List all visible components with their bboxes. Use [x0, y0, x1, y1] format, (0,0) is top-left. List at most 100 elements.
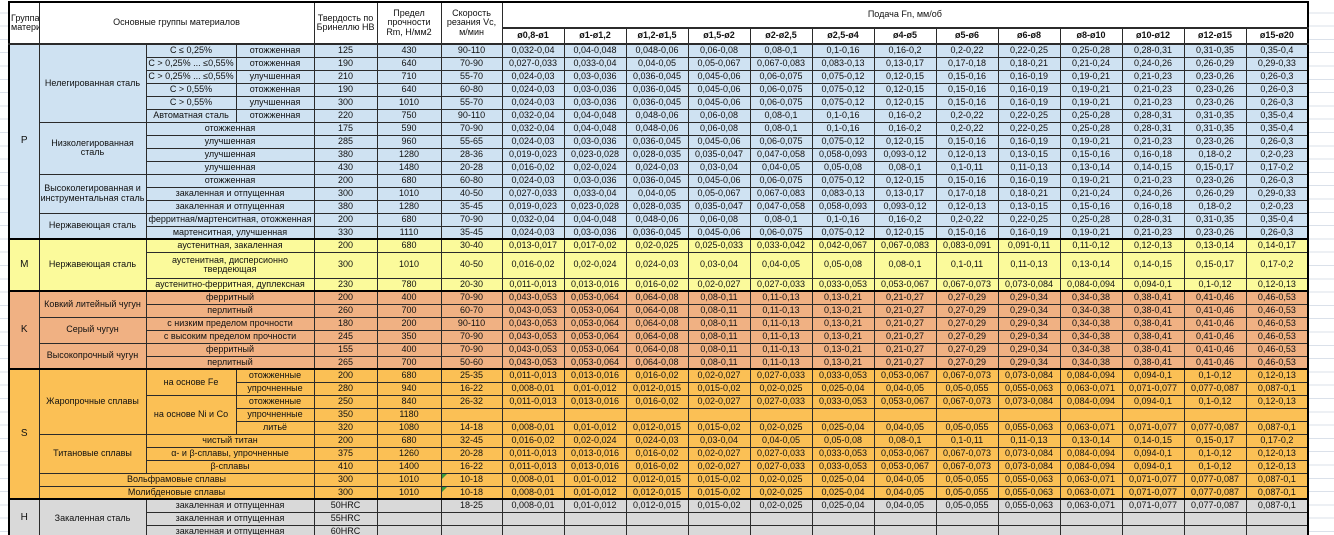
feed-cell[interactable]: 0,16-0,18 — [1121, 147, 1185, 162]
feed-cell[interactable]: 0,011-0,013 — [501, 394, 565, 409]
feed-cell[interactable]: 0,067-0,073 — [935, 277, 999, 292]
header-materials[interactable]: Основные группы материалов — [38, 1, 315, 45]
speed-cell[interactable]: 55-65 — [440, 134, 503, 149]
feed-cell[interactable]: 0,077-0,087 — [1183, 472, 1247, 487]
feed-cell[interactable] — [935, 511, 999, 526]
feed-cell[interactable]: 0,16-0,19 — [997, 173, 1061, 188]
subgroup-cell[interactable]: мартенситная, улучшенная — [145, 225, 315, 240]
feed-cell[interactable]: 0,02-0,027 — [687, 277, 751, 292]
feed-cell[interactable]: 0,06-0,08 — [687, 212, 751, 227]
feed-cell[interactable]: 0,055-0,063 — [997, 381, 1061, 396]
feed-cell[interactable]: 0,073-0,084 — [997, 277, 1061, 292]
feed-cell[interactable]: 0,13-0,21 — [811, 290, 875, 305]
feed-cell[interactable]: 0,06-0,08 — [687, 108, 751, 123]
feed-cell[interactable]: 0,015-0,02 — [687, 472, 751, 487]
feed-cell[interactable]: 0,21-0,23 — [1121, 82, 1185, 97]
feed-cell[interactable]: 0,071-0,077 — [1121, 498, 1185, 513]
header-group[interactable]: Группа материалов — [8, 1, 40, 45]
feed-cell[interactable]: 0,016-0,02 — [501, 160, 565, 175]
feed-cell[interactable]: 0,27-0,29 — [935, 342, 999, 357]
feed-cell[interactable]: 0,067-0,073 — [935, 446, 999, 461]
feed-cell[interactable]: 0,2-0,23 — [1245, 199, 1309, 214]
feed-cell[interactable]: 0,28-0,31 — [1121, 212, 1185, 227]
material-group-cell[interactable]: Серый чугун — [38, 316, 147, 344]
feed-cell[interactable]: 0,22-0,25 — [997, 212, 1061, 227]
feed-cell[interactable]: 0,04-0,048 — [563, 121, 627, 136]
feed-cell[interactable]: 0,21-0,23 — [1121, 225, 1185, 240]
strength-cell[interactable]: 350 — [376, 329, 442, 344]
feed-cell[interactable]: 0,2-0,22 — [935, 108, 999, 123]
feed-cell[interactable]: 0,093-0,12 — [873, 147, 937, 162]
subgroup-cell[interactable]: C > 0,55% — [145, 95, 237, 110]
feed-cell[interactable]: 0,19-0,21 — [1059, 134, 1123, 149]
speed-cell[interactable]: 50-60 — [440, 355, 503, 370]
feed-cell[interactable]: 0,016-0,02 — [501, 433, 565, 448]
feed-cell[interactable]: 0,012-0,015 — [625, 381, 689, 396]
feed-cell[interactable]: 0,075-0,12 — [811, 134, 875, 149]
feed-cell[interactable]: 0,073-0,084 — [997, 394, 1061, 409]
subgroup-cell[interactable]: отожженные — [235, 368, 315, 383]
feed-cell[interactable]: 0,11-0,13 — [997, 251, 1061, 279]
feed-cell[interactable]: 0,04-0,05 — [749, 251, 813, 279]
strength-cell[interactable]: 1010 — [376, 95, 442, 110]
feed-cell[interactable]: 0,033-0,053 — [811, 277, 875, 292]
feed-cell[interactable]: 0,08-0,1 — [749, 108, 813, 123]
feed-cell[interactable]: 0,21-0,24 — [1059, 56, 1123, 71]
strength-cell[interactable]: 1180 — [376, 407, 442, 422]
feed-cell[interactable]: 0,094-0,1 — [1121, 446, 1185, 461]
feed-cell[interactable]: 0,04-0,05 — [749, 160, 813, 175]
feed-cell[interactable]: 0,012-0,015 — [625, 498, 689, 513]
feed-cell[interactable]: 0,045-0,06 — [687, 69, 751, 84]
feed-cell[interactable]: 0,01-0,012 — [563, 472, 627, 487]
header-diameter[interactable]: ø4-ø5 — [873, 27, 937, 45]
strength-cell[interactable]: 700 — [376, 355, 442, 370]
feed-cell[interactable]: 0,14-0,17 — [1245, 238, 1309, 253]
feed-cell[interactable] — [1121, 524, 1185, 535]
feed-cell[interactable]: 0,064-0,08 — [625, 316, 689, 331]
feed-cell[interactable]: 0,03-0,036 — [563, 225, 627, 240]
feed-cell[interactable]: 0,02-0,024 — [563, 251, 627, 279]
feed-cell[interactable] — [1183, 524, 1247, 535]
feed-cell[interactable]: 0,024-0,03 — [501, 173, 565, 188]
feed-cell[interactable]: 0,34-0,38 — [1059, 290, 1123, 305]
subgroup-cell[interactable]: C > 0,25% ... ≤0,55% — [145, 69, 237, 84]
feed-cell[interactable]: 0,13-0,21 — [811, 329, 875, 344]
hardness-cell[interactable]: 300 — [313, 251, 378, 279]
feed-cell[interactable] — [997, 511, 1061, 526]
subgroup-cell[interactable]: закаленная и отпущенная — [145, 498, 315, 513]
subgroup-cell[interactable]: аустенитно-ферритная, дуплексная — [145, 277, 315, 292]
feed-cell[interactable]: 0,093-0,12 — [873, 199, 937, 214]
feed-cell[interactable]: 0,025-0,04 — [811, 498, 875, 513]
feed-cell[interactable]: 0,071-0,077 — [1121, 381, 1185, 396]
feed-cell[interactable]: 0,04-0,048 — [563, 212, 627, 227]
speed-cell[interactable]: 32-45 — [440, 433, 503, 448]
strength-cell[interactable]: 680 — [376, 212, 442, 227]
header-hardness[interactable]: Твердость по Бринеллю HB — [313, 1, 378, 45]
feed-cell[interactable]: 0,17-0,18 — [935, 56, 999, 71]
group-cell[interactable]: P — [8, 43, 40, 240]
feed-cell[interactable]: 0,24-0,26 — [1121, 56, 1185, 71]
feed-cell[interactable]: 0,16-0,19 — [997, 82, 1061, 97]
feed-cell[interactable]: 0,15-0,16 — [935, 134, 999, 149]
material-group-cell[interactable]: Низколегированная сталь — [38, 121, 147, 175]
feed-cell[interactable]: 0,27-0,29 — [935, 290, 999, 305]
feed-cell[interactable]: 0,19-0,21 — [1059, 173, 1123, 188]
strength-cell[interactable]: 200 — [376, 316, 442, 331]
feed-cell[interactable]: 0,28-0,31 — [1121, 43, 1185, 58]
feed-cell[interactable]: 0,02-0,025 — [749, 420, 813, 435]
feed-cell[interactable]: 0,03-0,036 — [563, 134, 627, 149]
feed-cell[interactable] — [811, 524, 875, 535]
feed-cell[interactable]: 0,11-0,12 — [1059, 238, 1123, 253]
feed-cell[interactable]: 0,11-0,13 — [749, 329, 813, 344]
hardness-cell[interactable]: 125 — [313, 43, 378, 58]
feed-cell[interactable]: 0,008-0,01 — [501, 498, 565, 513]
hardness-cell[interactable]: 320 — [313, 420, 378, 435]
feed-cell[interactable]: 0,073-0,084 — [997, 368, 1061, 383]
feed-cell[interactable]: 0,013-0,016 — [563, 459, 627, 474]
speed-cell[interactable]: 70-90 — [440, 56, 503, 71]
feed-cell[interactable]: 0,27-0,29 — [935, 303, 999, 318]
feed-cell[interactable]: 0,013-0,016 — [563, 277, 627, 292]
feed-cell[interactable]: 0,13-0,15 — [997, 147, 1061, 162]
feed-cell[interactable]: 0,17-0,2 — [1245, 433, 1309, 448]
hardness-cell[interactable]: 220 — [313, 108, 378, 123]
